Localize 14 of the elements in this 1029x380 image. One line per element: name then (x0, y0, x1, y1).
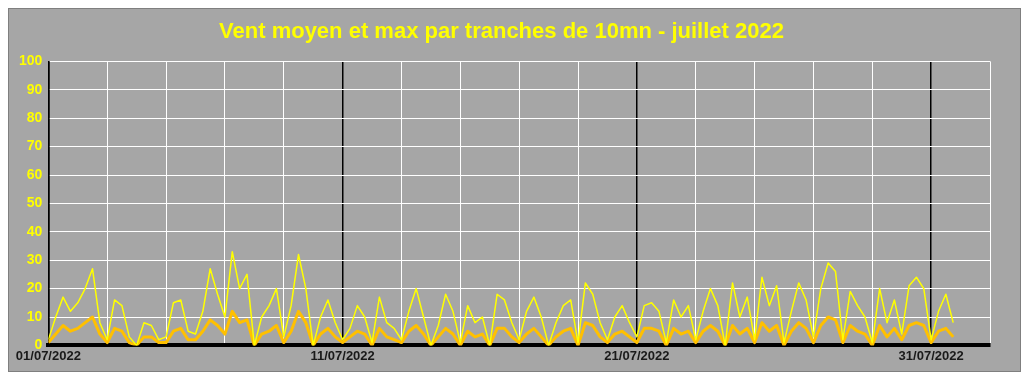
y-tick-label: 60 (26, 165, 43, 182)
y-tick-label: 40 (26, 222, 43, 239)
chart-title: Vent moyen et max par tranches de 10mn - juillet 2022 (219, 18, 784, 44)
y-tick-label: 80 (26, 109, 43, 126)
y-tick-label: 30 (26, 251, 43, 268)
y-tick-label: 90 (26, 80, 43, 97)
x-tick-label: 31/07/2022 (898, 347, 964, 363)
y-tick-label: 50 (26, 194, 43, 211)
y-tick-label: 100 (19, 52, 43, 69)
x-tick-label: 11/07/2022 (310, 347, 375, 363)
x-tick-label: 21/07/2022 (604, 347, 670, 363)
y-tick-label: 70 (26, 137, 43, 154)
y-tick-label: 20 (26, 279, 43, 296)
y-tick-label: 10 (26, 307, 43, 324)
